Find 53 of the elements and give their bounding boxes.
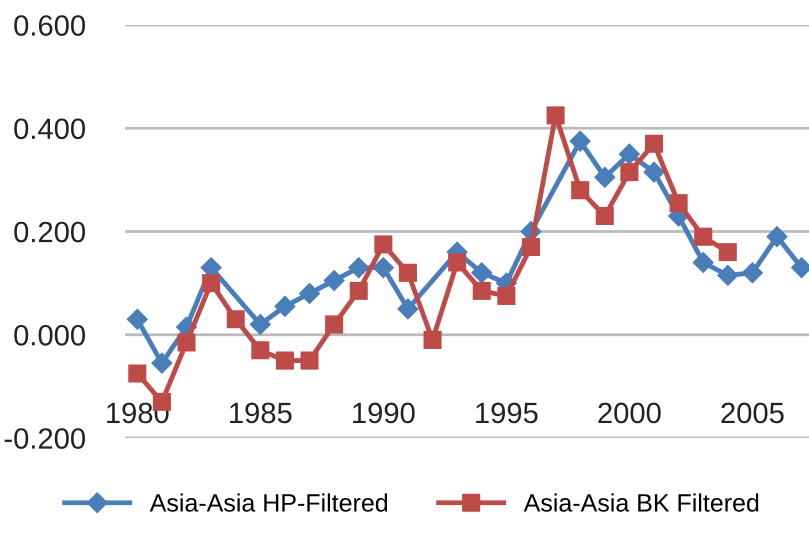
point — [348, 257, 370, 278]
point — [299, 282, 320, 304]
point — [571, 181, 590, 200]
point — [596, 206, 614, 226]
point — [546, 106, 565, 124]
point — [128, 364, 146, 382]
point — [522, 238, 540, 256]
y-tick-label: 0.200 — [14, 222, 85, 242]
point — [448, 253, 466, 272]
point — [766, 226, 788, 248]
point — [424, 330, 442, 349]
point — [718, 243, 737, 262]
point — [398, 264, 417, 282]
point — [692, 252, 714, 273]
point — [643, 162, 665, 183]
point — [300, 352, 319, 370]
y-tick-label: 0.000 — [14, 324, 85, 346]
legend-label: Asia-Asia HP-Filtered — [150, 493, 388, 512]
point — [325, 315, 344, 334]
point — [226, 310, 245, 328]
point — [742, 262, 763, 284]
point — [497, 287, 516, 306]
point — [472, 282, 491, 300]
y-tick-label: 0.400 — [14, 118, 85, 140]
point — [350, 282, 368, 300]
x-tick-label: 2000 — [598, 402, 661, 424]
x-tick-label: 1985 — [230, 402, 292, 424]
point — [670, 194, 688, 212]
x-tick-label: 2005 — [721, 402, 784, 424]
point — [594, 166, 616, 188]
point — [251, 341, 270, 360]
point — [471, 262, 492, 284]
x-tick-label: 1990 — [353, 402, 415, 424]
y-tick-label: 0.600 — [14, 15, 85, 36]
point — [276, 352, 294, 370]
point — [694, 228, 712, 246]
point — [177, 333, 196, 352]
point — [374, 235, 392, 254]
point — [397, 298, 418, 320]
point — [620, 163, 638, 182]
point — [274, 296, 296, 317]
x-tick-label: 1995 — [476, 402, 538, 424]
point — [570, 130, 591, 152]
point — [717, 264, 738, 286]
point — [324, 270, 345, 292]
point — [202, 274, 220, 292]
y-tick-label: -0.200 — [4, 428, 85, 449]
point — [250, 314, 271, 335]
point — [618, 144, 640, 165]
point — [151, 352, 172, 374]
point — [126, 308, 148, 330]
point — [644, 134, 664, 153]
legend-label: Asia-Asia BK Filtered — [524, 493, 758, 512]
